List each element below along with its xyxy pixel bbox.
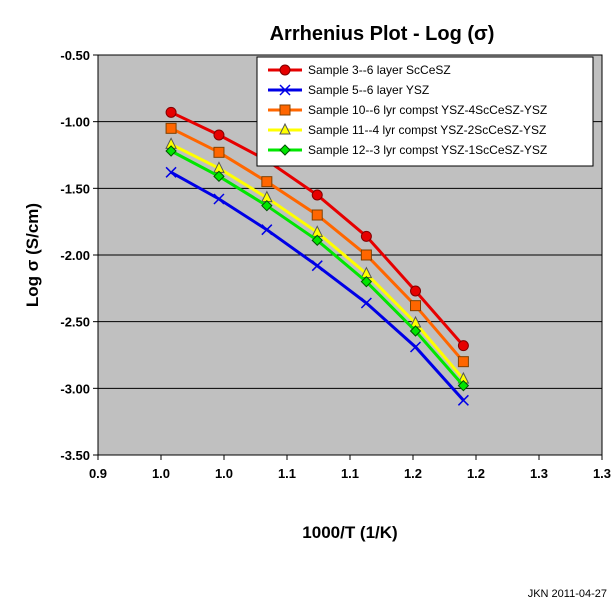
- legend-marker: [279, 84, 291, 96]
- legend-label: Sample 10--6 lyr compst YSZ-4ScCeSZ-YSZ: [308, 103, 547, 117]
- data-point: [261, 199, 273, 212]
- data-point: [410, 300, 422, 312]
- data-point: [213, 129, 225, 141]
- data-point: [213, 146, 225, 158]
- x-tick-label: 1.0: [152, 466, 170, 481]
- series-5: [165, 145, 470, 392]
- legend-marker: [279, 104, 291, 116]
- y-tick-label: -3.50: [60, 448, 90, 463]
- x-axis-label: 1000/T (1/K): [302, 523, 397, 542]
- data-point: [165, 145, 177, 157]
- legend-box: [256, 56, 594, 167]
- legend-entry: Sample 11--4 lyr compst YSZ-2ScCeSZ-YSZ: [268, 122, 546, 137]
- data-point: [311, 260, 323, 272]
- y-tick-label: -2.50: [60, 315, 90, 330]
- x-tick-label: 1.0: [215, 466, 233, 481]
- data-point: [311, 234, 323, 247]
- chart-title: Arrhenius Plot - Log (σ): [270, 23, 495, 45]
- legend-marker: [279, 122, 291, 135]
- series-3: [165, 122, 469, 368]
- x-tick-label: 1.3: [593, 466, 611, 481]
- x-tick-label: 1.1: [341, 466, 359, 481]
- legend-marker: [279, 144, 291, 156]
- data-point: [360, 230, 372, 242]
- y-tick-label: -2.00: [60, 248, 90, 263]
- data-point: [360, 297, 372, 309]
- y-tick-label: -1.50: [60, 181, 90, 196]
- legend: Sample 3--6 layer ScCeSZ Sample 5--6 laye…: [256, 56, 594, 167]
- x-tick-label: 1.2: [467, 466, 485, 481]
- data-point: [165, 122, 177, 134]
- data-point: [213, 193, 225, 205]
- legend-entry: Sample 3--6 layer ScCeSZ: [268, 63, 451, 77]
- legend-entry: Sample 12--3 lyr compst YSZ-1ScCeSZ-YSZ: [268, 143, 547, 157]
- data-point: [165, 166, 177, 178]
- legend-label: Sample 3--6 layer ScCeSZ: [308, 63, 451, 77]
- y-tick-label: -3.00: [60, 381, 90, 396]
- x-tick-label: 1.3: [530, 466, 548, 481]
- data-point: [311, 189, 323, 201]
- data-point: [360, 275, 373, 288]
- data-point: [261, 224, 273, 236]
- data-point: [457, 394, 469, 406]
- series-1: [165, 106, 469, 352]
- footnote: JKN 2011-04-27: [528, 588, 607, 600]
- y-axis-ticks: -0.50 -1.00 -1.50 -2.00 -2.50 -3.00 -3.50: [60, 48, 98, 463]
- x-tick-label: 1.2: [404, 466, 422, 481]
- x-tick-label: 0.9: [89, 466, 107, 481]
- data-point: [213, 170, 225, 183]
- x-tick-label: 1.1: [278, 466, 296, 481]
- data-point: [311, 209, 323, 221]
- legend-label: Sample 5--6 layer YSZ: [308, 83, 429, 97]
- data-point: [457, 356, 469, 368]
- legend-label: Sample 11--4 lyr compst YSZ-2ScCeSZ-YSZ: [308, 123, 546, 137]
- legend-marker: [279, 64, 291, 76]
- data-point: [410, 285, 422, 297]
- y-axis-label: Log σ (S/cm): [23, 203, 42, 307]
- data-point: [165, 106, 177, 118]
- x-axis-ticks: 0.9 1.0 1.0 1.1 1.1 1.2 1.2 1.3 1.3: [89, 455, 611, 481]
- series-layer: [165, 106, 470, 406]
- data-point: [409, 341, 422, 353]
- series-2: [165, 166, 469, 406]
- data-point: [261, 176, 273, 188]
- data-point: [457, 340, 469, 352]
- y-tick-label: -0.50: [60, 48, 90, 63]
- data-point: [360, 249, 372, 261]
- legend-label: Sample 12--3 lyr compst YSZ-1ScCeSZ-YSZ: [308, 143, 547, 157]
- data-point: [409, 325, 422, 337]
- data-point: [457, 379, 470, 392]
- y-tick-label: -1.00: [60, 115, 90, 130]
- legend-entry: Sample 10--6 lyr compst YSZ-4ScCeSZ-YSZ: [268, 103, 547, 117]
- legend-entry: Sample 5--6 layer YSZ: [268, 83, 429, 97]
